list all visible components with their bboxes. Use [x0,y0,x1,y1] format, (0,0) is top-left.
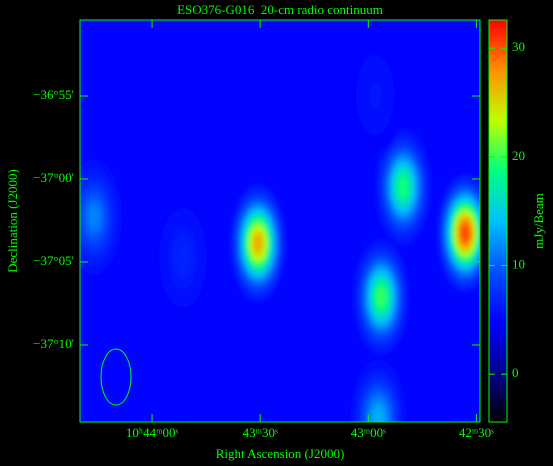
colorbar [489,20,507,422]
colorbar-tick-label: 30 [512,39,525,54]
image [80,20,480,422]
x-axis-label: Right Ascension (J2000) [216,446,345,461]
radio-source [437,174,480,292]
colorbar-tick-label: 10 [512,257,525,272]
radio-source [230,184,286,302]
x-tick-label: 43ᵐ00ˢ [351,425,386,440]
y-tick-label: −37°00' [33,170,74,185]
radio-source [375,128,432,246]
chart-title: ESO376-G016 20-cm radio continuum [177,2,383,17]
radio-source [350,359,407,422]
radio-source [155,199,211,317]
x-tick-label: 10ʰ44ᵐ00ˢ [126,425,179,440]
y-tick-label: −36°55' [33,87,74,102]
y-tick-label: −37°10' [33,336,74,351]
y-tick-label: −37°05' [33,253,74,268]
plot-frame [79,19,481,423]
colorbar-frame [488,19,508,423]
radio-source [347,36,404,154]
y-axis-label: Declination (J2000) [5,169,20,273]
beam-ellipse [100,348,132,406]
radio-source [80,158,122,276]
colorbar-label: mJy/Beam [531,193,546,249]
x-tick-label: 43ᵐ30ˢ [243,425,278,440]
colorbar-tick-label: 0 [512,365,519,380]
colorbar-tick-label: 20 [512,148,525,163]
radio-source [353,238,410,356]
x-tick-label: 42ᵐ30ˢ [459,425,494,440]
